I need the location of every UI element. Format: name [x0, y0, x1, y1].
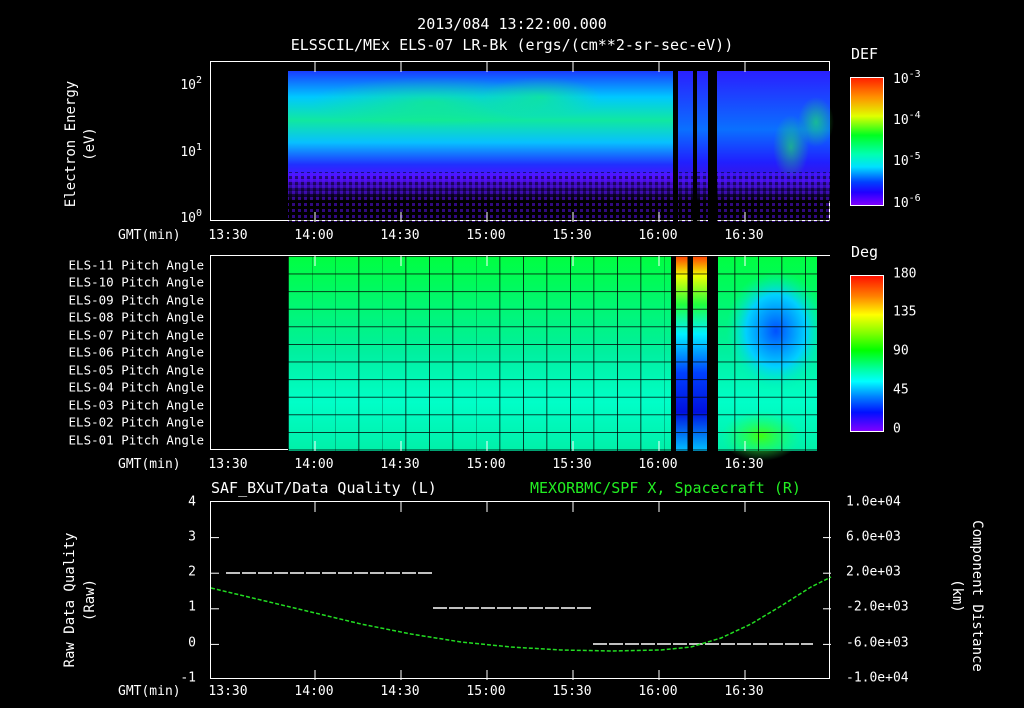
panel1-ylabel-line2: (eV)	[82, 127, 98, 161]
panel1-xlabel: GMT(min)	[118, 228, 181, 243]
panel3-xlabel: GMT(min)	[118, 684, 181, 699]
data-quality-orbit-plot	[210, 501, 832, 680]
panel2-xticks	[314, 256, 746, 451]
energy-spectrogram-plot	[210, 61, 834, 222]
colorbar1-title: DEF	[851, 45, 879, 63]
panel1-xticks	[314, 62, 746, 222]
energy-spectrogram-image	[288, 62, 834, 222]
timestamp-title: 2013/084 13:22:00.000	[417, 15, 607, 33]
colorbar2-title: Deg	[851, 243, 879, 261]
colorbar2-tick-0: 0	[893, 421, 901, 437]
colorbar2-tick-90: 90	[893, 343, 909, 359]
pitch-angle-plot	[210, 255, 831, 461]
panel3-ticks	[211, 502, 831, 680]
panel3-ylabel-left-line1: Raw Data Quality	[62, 532, 78, 668]
data-quality-series	[226, 572, 813, 645]
panel1-ytick-1: 100	[180, 208, 202, 226]
panel3-ylabel-right-line2: (km)	[949, 579, 965, 613]
colorbar2-tick-180: 180	[893, 266, 917, 282]
colorbar2-gradient	[850, 275, 884, 432]
colorbar1-gradient	[850, 77, 884, 206]
colorbar1-tick-1e-5: 10-5	[893, 151, 921, 169]
panel3-ylabel-right-line1: Component Distance	[969, 520, 985, 672]
pitch-angle-image	[288, 256, 831, 461]
panel2-xlabel: GMT(min)	[118, 457, 181, 472]
panel1-ylabel-line1: Electron Energy	[63, 80, 79, 208]
panel3-right-title: MEXORBMC/SPF X, Spacecraft (R)	[530, 479, 801, 497]
panel1-ytick-10: 101	[180, 142, 202, 160]
spf-x-series	[210, 576, 832, 652]
panel3-left-title: SAF_BXuT/Data Quality (L)	[211, 479, 437, 497]
data-quality-orbit-lines	[210, 502, 832, 680]
colorbar1-tick-1e-3: 10-3	[893, 69, 921, 87]
panel3-ylabel-left-line2: (Raw)	[82, 578, 98, 622]
colorbar2-tick-45: 45	[893, 382, 909, 398]
colorbar2-tick-135: 135	[893, 304, 917, 320]
panel1-ytick-100: 102	[180, 75, 202, 93]
colorbar1-tick-1e-6: 10-6	[893, 193, 921, 211]
product-title: ELSSCIL/MEx ELS-07 LR-Bk (ergs/(cm**2-sr…	[290, 36, 734, 54]
colorbar1-tick-1e-4: 10-4	[893, 110, 921, 128]
